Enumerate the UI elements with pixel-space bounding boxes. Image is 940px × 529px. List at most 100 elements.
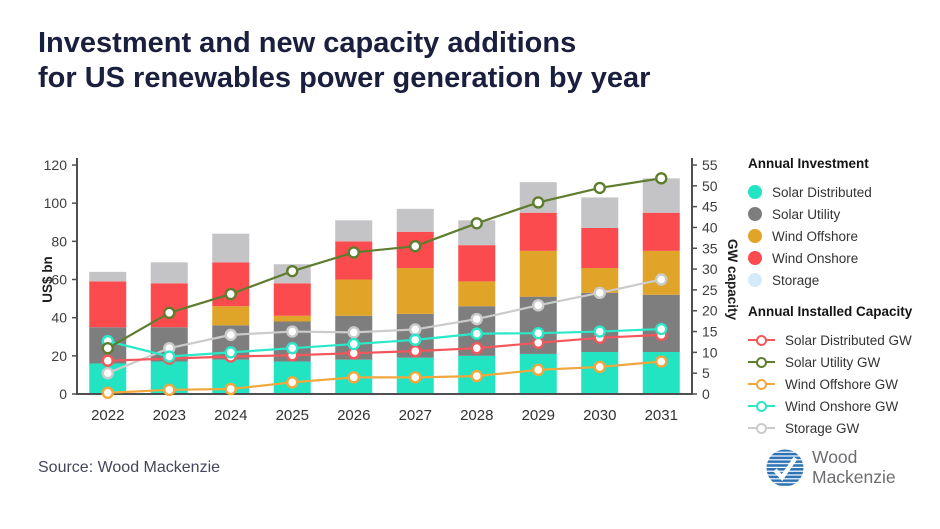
right-tick-label: 0 <box>702 386 710 402</box>
marker-solar-utility-gw-2030 <box>593 181 606 195</box>
legend-item-wind-offshore-gw: Wind Offshore GW <box>748 373 940 395</box>
legend-label-wind-onshore-gw: Wind Onshore GW <box>785 398 899 414</box>
legend-label-solar-utility: Solar Utility <box>772 206 841 222</box>
bar-storage-2022 <box>89 271 127 282</box>
bar-storage-2030 <box>581 197 619 228</box>
solar-utility-swatch-icon <box>748 207 762 221</box>
left-tick-label: 120 <box>44 157 68 173</box>
swatch-marker <box>756 400 767 412</box>
marker-storage-gw-2031 <box>655 273 668 286</box>
legend-label-solar-distributed: Solar Distributed <box>772 184 872 200</box>
bar-wind-offshore-2029 <box>519 250 557 297</box>
marker-solar-utility-gw-2026 <box>347 246 360 259</box>
woodmac-logo-text: Wood Mackenzie <box>812 447 896 487</box>
swatch-marker <box>756 422 767 434</box>
bar-storage-2023 <box>150 262 188 284</box>
marker-solar-utility-gw-2027 <box>409 239 422 253</box>
line-storage-gw <box>107 278 662 375</box>
bar-wind-onshore-2029 <box>519 212 557 251</box>
bar-wind-offshore-2026 <box>335 279 373 316</box>
legend-label-storage-gw: Storage GW <box>785 420 860 436</box>
marker-wind-offshore-gw-2025 <box>286 376 299 389</box>
marker-wind-onshore-gw-2025 <box>286 341 299 355</box>
page-title-line1: Investment and new capacity additions <box>38 27 577 59</box>
woodmac-globe-icon <box>766 449 804 487</box>
right-tick-label: 40 <box>702 219 718 235</box>
legend-group-capacity: Solar Distributed GW Solar Utility GW Wind… <box>748 329 940 439</box>
bar-wind-offshore-2024 <box>212 306 250 326</box>
marker-storage-gw-2025 <box>286 325 299 338</box>
x-tick-label-2028: 2028 <box>460 407 493 424</box>
chart-legend: Annual Investment Solar Distributed Solar… <box>748 150 940 439</box>
bar-wind-onshore-2022 <box>89 281 127 328</box>
bar-storage-2026 <box>335 220 373 242</box>
woodmac-logo-line2: Mackenzie <box>812 466 896 487</box>
left-tick-label: 80 <box>51 233 67 249</box>
legend-item-wind-onshore-gw: Wind Onshore GW <box>748 395 940 417</box>
bar-wind-offshore-2025 <box>273 315 311 322</box>
right-tick-label: 35 <box>702 240 718 256</box>
bar-storage-2027 <box>396 208 434 232</box>
source-note: Source: Wood Mackenzie <box>38 459 221 476</box>
marker-storage-gw-2027 <box>409 323 422 336</box>
marker-wind-onshore-gw-2031 <box>655 322 668 336</box>
x-tick-label-2024: 2024 <box>214 407 247 424</box>
right-tick-label: 15 <box>702 324 718 340</box>
marker-solar-utility-gw-2025 <box>286 264 299 278</box>
woodmac-logo-line1: Wood <box>812 447 858 467</box>
marker-wind-onshore-gw-2024 <box>224 346 237 359</box>
wind-offshore-gw-line-swatch-icon <box>748 378 775 390</box>
marker-solar-distributed-gw-2027 <box>409 344 422 358</box>
right-axis-title: GW capacity <box>725 239 740 321</box>
right-tick-label: 45 <box>702 199 718 215</box>
swatch-marker <box>756 378 767 390</box>
marker-wind-onshore-gw-2028 <box>470 327 483 340</box>
marker-storage-gw-2029 <box>532 299 545 312</box>
marker-wind-offshore-gw-2026 <box>347 371 360 384</box>
legend-item-storage: Storage <box>748 269 940 291</box>
x-tick-label-2030: 2030 <box>583 407 616 424</box>
left-tick-label: 20 <box>51 348 67 364</box>
legend-item-solar-distributed-gw: Solar Distributed GW <box>748 329 940 351</box>
x-tick-label-2023: 2023 <box>153 407 186 424</box>
marker-wind-offshore-gw-2031 <box>655 355 668 368</box>
right-tick-label: 20 <box>702 303 718 319</box>
x-tick-label-2026: 2026 <box>337 407 370 424</box>
left-tick-label: 60 <box>51 272 67 288</box>
legend-header-investment: Annual Investment <box>748 156 869 171</box>
marker-storage-gw-2030 <box>593 286 606 300</box>
marker-wind-onshore-gw-2029 <box>532 327 545 340</box>
x-tick-label-2029: 2029 <box>522 407 555 424</box>
marker-solar-utility-gw-2031 <box>655 172 668 185</box>
legend-item-wind-offshore: Wind Offshore <box>748 225 940 247</box>
marker-storage-gw-2026 <box>347 326 360 339</box>
solar-utility-gw-line-swatch-icon <box>748 356 775 368</box>
wind-offshore-swatch-icon <box>748 229 762 243</box>
storage-gw-line-swatch-icon <box>748 422 775 434</box>
marker-storage-gw-2028 <box>470 312 483 326</box>
legend-label-solar-utility-gw: Solar Utility GW <box>785 354 881 370</box>
bar-wind-onshore-2030 <box>581 227 619 269</box>
marker-wind-offshore-gw-2030 <box>593 360 606 374</box>
marker-wind-offshore-gw-2023 <box>163 383 176 397</box>
marker-wind-offshore-gw-2027 <box>409 371 422 384</box>
x-tick-label-2025: 2025 <box>276 407 309 424</box>
solar-distributed-swatch-icon <box>748 185 762 199</box>
legend-label-storage: Storage <box>772 272 820 288</box>
line-solar-distributed-gw <box>107 333 662 362</box>
bar-wind-offshore-2027 <box>396 268 434 314</box>
marker-solar-utility-gw-2022 <box>101 341 114 355</box>
legend-label-solar-distributed-gw: Solar Distributed GW <box>785 332 912 348</box>
line-wind-onshore-gw <box>107 327 662 358</box>
legend-item-solar-utility: Solar Utility <box>748 203 940 225</box>
page-title: Investment and new capacity additions fo… <box>38 26 650 96</box>
right-tick-label: 5 <box>702 365 710 381</box>
marker-solar-utility-gw-2028 <box>470 217 483 230</box>
bar-storage-2024 <box>212 233 250 263</box>
marker-solar-utility-gw-2023 <box>163 306 176 320</box>
legend-item-solar-distributed: Solar Distributed <box>748 181 940 203</box>
legend-label-wind-onshore: Wind Onshore <box>772 250 859 266</box>
wind-onshore-gw-line-swatch-icon <box>748 400 775 412</box>
x-tick-label-2027: 2027 <box>399 407 432 424</box>
